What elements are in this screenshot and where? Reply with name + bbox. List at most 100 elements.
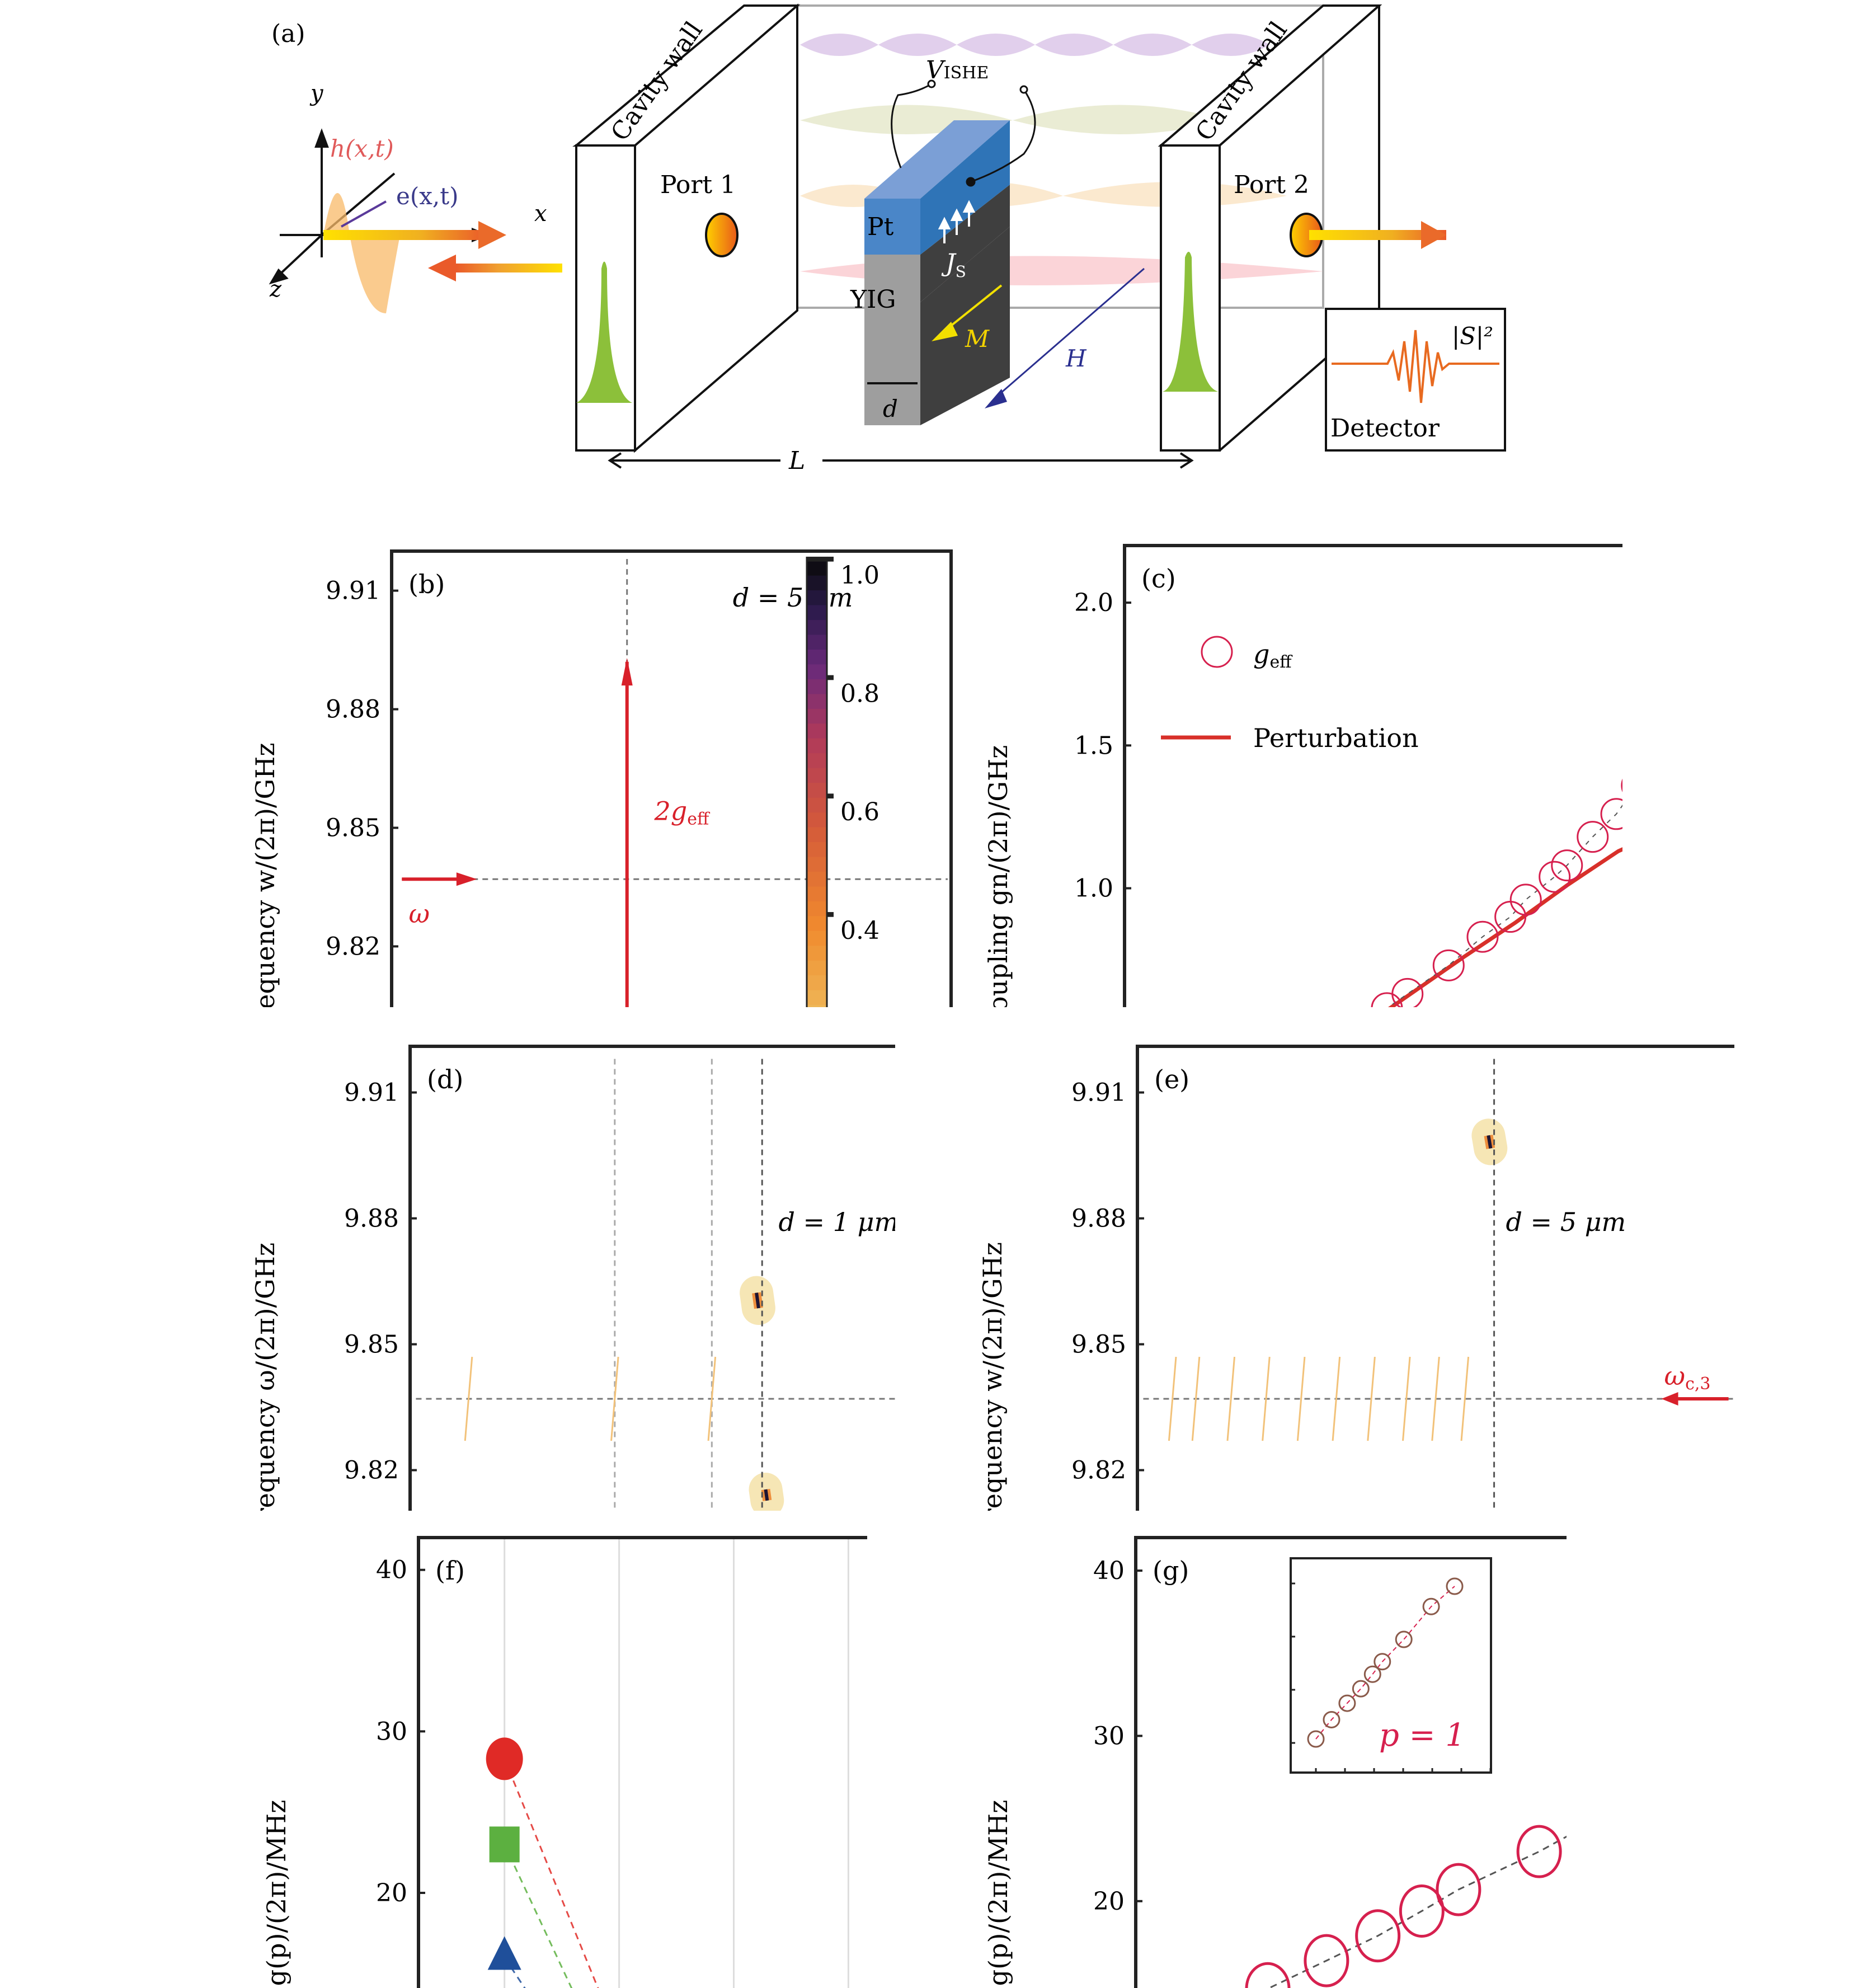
y-tick-label: 30 bbox=[376, 1717, 407, 1746]
d-annotation: d = 5 μm bbox=[733, 582, 853, 613]
green-peak-left bbox=[576, 261, 632, 403]
port1-aperture bbox=[705, 213, 739, 257]
2geff-sub: eff bbox=[687, 809, 711, 829]
colorbar-segment bbox=[807, 751, 827, 768]
y-tick-label: 9.88 bbox=[326, 695, 380, 724]
h-label: H bbox=[1065, 345, 1087, 372]
length-arrow bbox=[608, 452, 1194, 469]
geff-marker bbox=[1432, 949, 1465, 981]
legend-geff-sub: eff bbox=[1269, 652, 1293, 672]
detector-signal-trace bbox=[1332, 330, 1499, 403]
colorbar-segment bbox=[807, 840, 827, 857]
y-tick-label: 9.88 bbox=[344, 1205, 399, 1233]
colorbar-segment bbox=[807, 796, 827, 813]
legend-geff-label: geff bbox=[1253, 639, 1293, 672]
inset-marker bbox=[1363, 1665, 1381, 1683]
green-peak-right bbox=[1163, 252, 1219, 392]
magnon-mode-line bbox=[1191, 1356, 1201, 1441]
panel-label: (b) bbox=[408, 569, 445, 599]
inset-marker bbox=[1307, 1730, 1325, 1748]
y-tick-label: 9.82 bbox=[344, 1456, 399, 1485]
marker-open-circle bbox=[1245, 1962, 1291, 1988]
omega-sub: c,3 bbox=[1685, 1374, 1710, 1394]
vishe-label: VISHE bbox=[926, 56, 989, 84]
inset-marker bbox=[1338, 1694, 1356, 1712]
magnon-mode-line bbox=[1332, 1356, 1341, 1441]
marker-open-circle bbox=[1355, 1909, 1401, 1963]
plot-frame bbox=[1134, 1536, 1567, 1988]
colorbar-segment bbox=[807, 589, 827, 605]
m-label: M bbox=[965, 325, 990, 353]
transmitted-beam bbox=[1309, 230, 1446, 240]
inset-marker bbox=[1323, 1710, 1340, 1728]
yig-label: YIG bbox=[850, 285, 896, 314]
e-field-label: e(x,t) bbox=[396, 182, 459, 210]
2geff-label: 2geff bbox=[654, 796, 711, 829]
omega-arrowhead bbox=[1661, 1392, 1678, 1406]
legend-geff-marker bbox=[1201, 636, 1233, 668]
y-tick-label: 9.91 bbox=[344, 1079, 399, 1107]
inset-marker bbox=[1395, 1630, 1413, 1648]
magnon-mode-line bbox=[1460, 1356, 1470, 1441]
plot-frame bbox=[417, 1536, 867, 1988]
series-line bbox=[1267, 1835, 1567, 1988]
colorbar-segment bbox=[807, 825, 827, 842]
y-tick-label: 9.88 bbox=[1071, 1205, 1126, 1233]
colorbar-segment bbox=[807, 559, 827, 576]
incident-beam bbox=[323, 230, 486, 240]
chart-f: d/μm1.61.00.513579010203040Mode number p… bbox=[261, 1536, 867, 1988]
geff-marker bbox=[1371, 992, 1403, 1007]
y-tick-label: 40 bbox=[376, 1556, 407, 1585]
colorbar-segment bbox=[807, 885, 827, 901]
geff-marker bbox=[1539, 861, 1571, 893]
omega-arrowhead bbox=[456, 872, 477, 886]
panel-label-a: (a) bbox=[271, 20, 305, 48]
magnon-mode-line bbox=[1296, 1356, 1306, 1441]
colorbar-frame bbox=[806, 556, 828, 1007]
detector-label: Detector bbox=[1330, 414, 1440, 443]
y-tick-label: 1.0 bbox=[1074, 875, 1113, 903]
marker-open-circle bbox=[1516, 1825, 1562, 1878]
y-axis-title: Frequency w/(2π)/GHz bbox=[977, 1242, 1008, 1511]
y-tick-label: 2.0 bbox=[1074, 589, 1113, 617]
colorbar-segment bbox=[807, 633, 827, 650]
y-tick-label: 9.85 bbox=[326, 814, 380, 842]
colorbar-segment bbox=[807, 722, 827, 739]
inset-label: p = 1 bbox=[1379, 1717, 1465, 1754]
marker-open-circle bbox=[1399, 1884, 1445, 1938]
colorbar-segment bbox=[807, 974, 827, 990]
colorbar-tick-label: 0.4 bbox=[840, 917, 879, 945]
omega-label: ω bbox=[408, 899, 430, 929]
magnon-mode-line bbox=[464, 1356, 473, 1441]
colorbar-segment bbox=[807, 958, 827, 976]
colorbar-segment bbox=[807, 899, 827, 917]
h-field-label: h(x,t) bbox=[330, 135, 394, 162]
geff-marker bbox=[1509, 883, 1542, 916]
colorbar-segment bbox=[807, 988, 827, 1005]
d-annotation: d = 5 μm bbox=[1506, 1207, 1626, 1237]
geff-marker bbox=[1391, 977, 1424, 1007]
d-label: d bbox=[883, 395, 898, 422]
e-field-arrow bbox=[341, 200, 387, 228]
transmitted-beam-arrowhead bbox=[1421, 221, 1446, 249]
y-tick-label: 20 bbox=[1093, 1887, 1125, 1916]
colorbar-segment bbox=[807, 929, 827, 946]
magnon-mode-line bbox=[610, 1356, 619, 1441]
y-tick-label: 9.91 bbox=[1071, 1079, 1126, 1107]
colorbar-segment bbox=[807, 603, 827, 621]
y-axis-title: g(p)/(2π)/MHz bbox=[261, 1800, 291, 1986]
y-tick-label: 20 bbox=[376, 1879, 407, 1907]
upper-branch-core bbox=[1487, 1135, 1493, 1149]
marker-circle bbox=[486, 1737, 523, 1780]
chart-d: H(5)resH(3)resH(1)resωc,3d = 1 μm0.250.2… bbox=[250, 1045, 895, 1511]
magnon-mode-line bbox=[1262, 1356, 1271, 1441]
lower-branch-core bbox=[764, 1489, 769, 1501]
plot-frame bbox=[408, 1045, 895, 1511]
marker-open-circle bbox=[1304, 1934, 1349, 1987]
y-axis-title: Frequency ω/(2π)/GHz bbox=[250, 1243, 280, 1511]
colorbar-segment bbox=[807, 648, 827, 665]
series-line-1.6 bbox=[504, 1758, 599, 1988]
axis-y-label: y bbox=[309, 81, 324, 106]
colorbar-segment bbox=[807, 811, 827, 828]
panel-label: (g) bbox=[1153, 1555, 1189, 1586]
